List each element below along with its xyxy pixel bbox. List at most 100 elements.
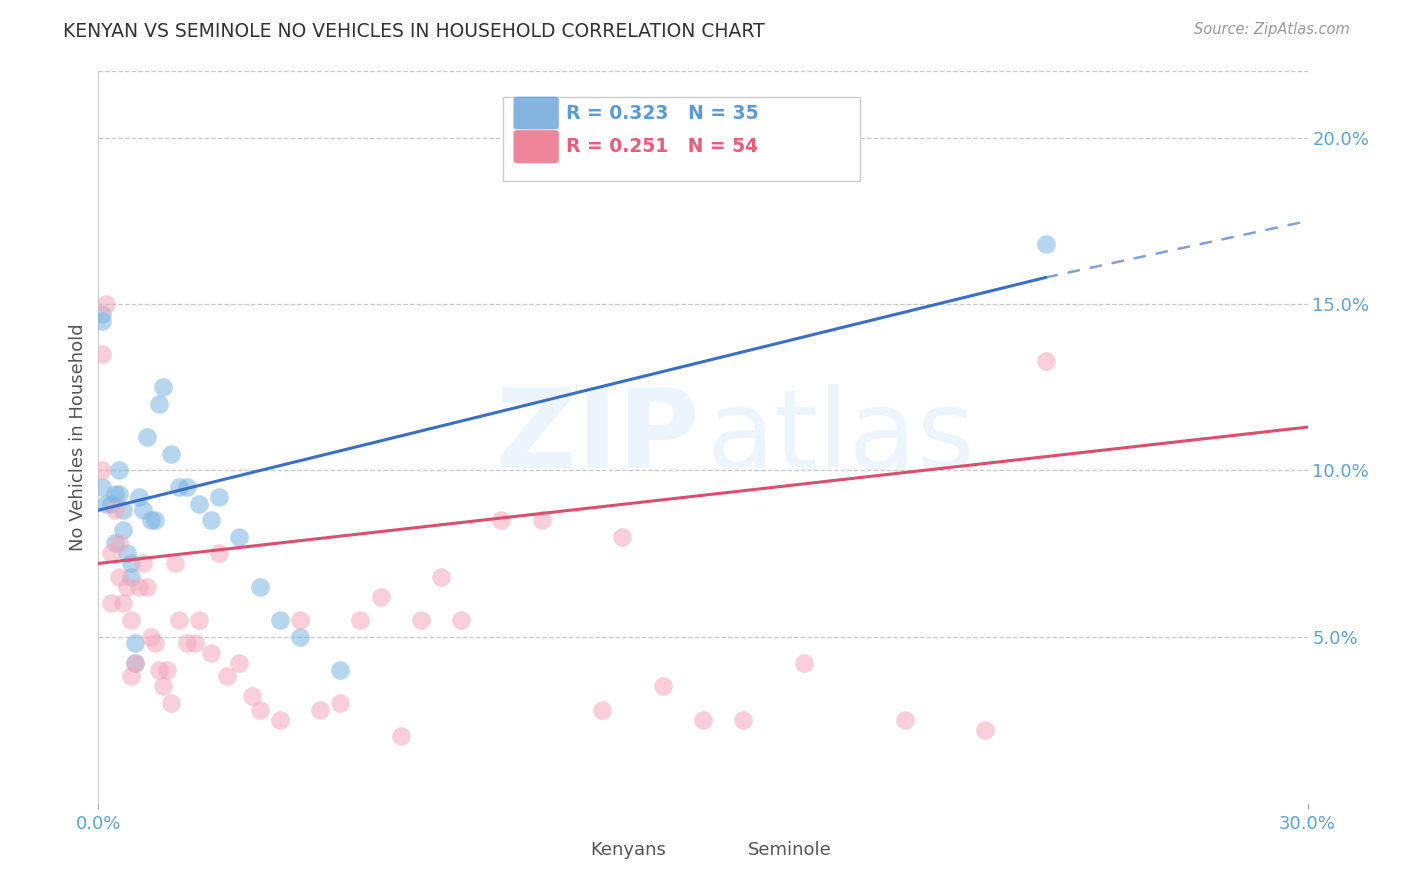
Point xyxy=(91,463,114,477)
FancyBboxPatch shape xyxy=(513,130,560,163)
Point xyxy=(228,530,250,544)
Point xyxy=(188,497,211,511)
Point xyxy=(309,703,332,717)
Point xyxy=(184,636,207,650)
Point xyxy=(120,669,142,683)
Point xyxy=(160,696,183,710)
Point xyxy=(100,497,122,511)
FancyBboxPatch shape xyxy=(543,837,579,864)
Point xyxy=(329,663,352,677)
Point xyxy=(120,557,142,571)
Point xyxy=(96,497,118,511)
Point xyxy=(249,703,271,717)
Point xyxy=(793,656,815,670)
FancyBboxPatch shape xyxy=(699,837,737,864)
Point xyxy=(176,480,198,494)
Point xyxy=(530,513,553,527)
Point xyxy=(651,680,673,694)
Point xyxy=(160,447,183,461)
Point xyxy=(228,656,250,670)
Point xyxy=(111,523,134,537)
Point xyxy=(163,557,186,571)
Text: Kenyans: Kenyans xyxy=(591,841,666,859)
Point xyxy=(288,630,311,644)
Point xyxy=(1035,353,1057,368)
Point xyxy=(450,613,472,627)
Point xyxy=(132,557,155,571)
Point xyxy=(107,486,129,500)
Point xyxy=(124,656,146,670)
Point xyxy=(103,486,125,500)
Point xyxy=(111,503,134,517)
Point xyxy=(143,513,166,527)
Point xyxy=(591,703,613,717)
Point xyxy=(329,696,352,710)
Point xyxy=(249,580,271,594)
Point xyxy=(612,530,634,544)
Point xyxy=(974,723,997,737)
Point xyxy=(152,380,174,394)
Point xyxy=(120,570,142,584)
Point xyxy=(111,596,134,610)
Point xyxy=(124,656,146,670)
Point xyxy=(91,347,114,361)
Point xyxy=(96,297,118,311)
Text: Source: ZipAtlas.com: Source: ZipAtlas.com xyxy=(1194,22,1350,37)
Point xyxy=(91,480,114,494)
Point xyxy=(135,430,157,444)
Point xyxy=(692,713,714,727)
Point xyxy=(491,513,513,527)
Point xyxy=(188,613,211,627)
Point xyxy=(240,690,263,704)
Point xyxy=(139,513,162,527)
Point xyxy=(135,580,157,594)
FancyBboxPatch shape xyxy=(513,96,560,130)
Point xyxy=(115,546,138,560)
Text: R = 0.323   N = 35: R = 0.323 N = 35 xyxy=(567,103,759,122)
Point xyxy=(208,546,231,560)
Point xyxy=(120,613,142,627)
Point xyxy=(349,613,371,627)
Point xyxy=(217,669,239,683)
Point xyxy=(91,314,114,328)
Point xyxy=(893,713,915,727)
Point xyxy=(91,307,114,321)
Point xyxy=(107,570,129,584)
Point xyxy=(167,613,190,627)
Point xyxy=(200,646,222,660)
Point xyxy=(148,397,170,411)
Point xyxy=(430,570,453,584)
Point xyxy=(409,613,432,627)
Point xyxy=(139,630,162,644)
Point xyxy=(269,713,291,727)
Point xyxy=(100,596,122,610)
Point xyxy=(100,546,122,560)
Point xyxy=(124,636,146,650)
Point xyxy=(103,536,125,550)
Point xyxy=(269,613,291,627)
Point xyxy=(107,536,129,550)
FancyBboxPatch shape xyxy=(503,97,860,181)
Point xyxy=(103,503,125,517)
Point xyxy=(200,513,222,527)
Point xyxy=(152,680,174,694)
Point xyxy=(148,663,170,677)
Point xyxy=(128,490,150,504)
Point xyxy=(107,463,129,477)
Point xyxy=(208,490,231,504)
Text: ZIP: ZIP xyxy=(496,384,699,491)
Point xyxy=(1035,237,1057,252)
Point xyxy=(128,580,150,594)
Point xyxy=(167,480,190,494)
Point xyxy=(132,503,155,517)
Point xyxy=(389,729,412,743)
Text: Seminole: Seminole xyxy=(748,841,831,859)
Point xyxy=(115,580,138,594)
Text: KENYAN VS SEMINOLE NO VEHICLES IN HOUSEHOLD CORRELATION CHART: KENYAN VS SEMINOLE NO VEHICLES IN HOUSEH… xyxy=(63,22,765,41)
Point xyxy=(176,636,198,650)
Text: atlas: atlas xyxy=(707,384,976,491)
Text: R = 0.251   N = 54: R = 0.251 N = 54 xyxy=(567,137,758,156)
Y-axis label: No Vehicles in Household: No Vehicles in Household xyxy=(69,323,87,551)
Point xyxy=(370,590,392,604)
Point xyxy=(143,636,166,650)
